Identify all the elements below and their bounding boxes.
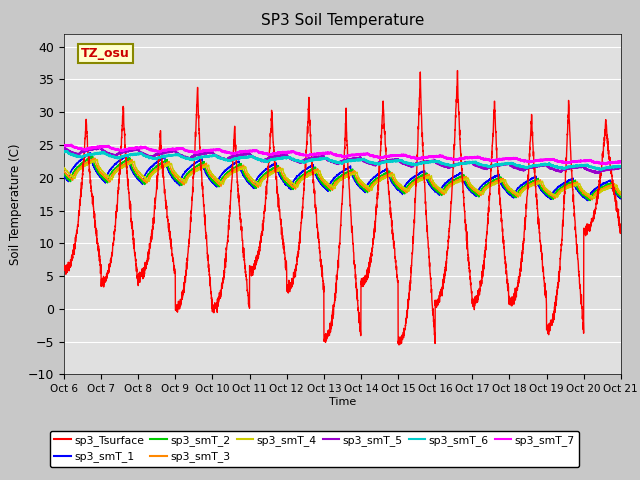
sp3_Tsurface xyxy=(572,238,580,243)
sp3_smT_7 xyxy=(602,162,610,168)
Line: sp3_smT_5: sp3_smT_5 xyxy=(64,146,621,173)
sp3_smT_2 xyxy=(600,183,608,189)
sp3_smT_2 xyxy=(294,177,302,182)
sp3_smT_5 xyxy=(465,159,472,165)
sp3_smT_2 xyxy=(299,172,307,178)
Title: SP3 Soil Temperature: SP3 Soil Temperature xyxy=(260,13,424,28)
sp3_smT_5 xyxy=(60,144,68,149)
Y-axis label: Soil Temperature (C): Soil Temperature (C) xyxy=(10,143,22,265)
sp3_smT_1 xyxy=(584,198,591,204)
sp3_smT_6 xyxy=(465,159,472,165)
sp3_smT_6 xyxy=(572,163,580,168)
sp3_smT_2 xyxy=(89,154,97,159)
sp3_smT_7 xyxy=(600,160,607,166)
sp3_Tsurface xyxy=(617,227,625,232)
sp3_smT_7 xyxy=(617,159,625,165)
sp3_smT_7 xyxy=(294,151,302,156)
sp3_smT_6 xyxy=(600,165,608,171)
sp3_smT_2 xyxy=(325,186,333,192)
sp3_smT_1 xyxy=(60,174,68,180)
sp3_smT_5 xyxy=(617,165,625,171)
sp3_smT_3 xyxy=(572,180,580,186)
sp3_smT_1 xyxy=(299,168,307,174)
sp3_Tsurface xyxy=(294,251,301,257)
sp3_Tsurface xyxy=(298,213,306,219)
sp3_Tsurface xyxy=(324,329,332,335)
sp3_smT_3 xyxy=(588,197,596,203)
sp3_smT_3 xyxy=(91,156,99,161)
sp3_smT_3 xyxy=(325,184,333,190)
sp3_smT_7 xyxy=(572,159,580,165)
sp3_smT_1 xyxy=(86,150,93,156)
sp3_smT_3 xyxy=(294,179,302,185)
Line: sp3_smT_7: sp3_smT_7 xyxy=(64,144,621,165)
sp3_smT_4 xyxy=(294,182,302,188)
sp3_smT_5 xyxy=(600,168,607,173)
sp3_smT_7 xyxy=(325,150,333,156)
sp3_smT_6 xyxy=(617,163,625,169)
sp3_smT_1 xyxy=(617,195,625,201)
sp3_smT_7 xyxy=(465,155,472,161)
sp3_smT_4 xyxy=(590,195,598,201)
sp3_smT_7 xyxy=(67,142,75,147)
Line: sp3_smT_6: sp3_smT_6 xyxy=(64,151,621,169)
sp3_Tsurface xyxy=(454,68,461,73)
sp3_smT_3 xyxy=(60,168,68,174)
sp3_smT_2 xyxy=(572,182,580,188)
sp3_smT_1 xyxy=(600,181,608,187)
sp3_smT_4 xyxy=(572,182,580,188)
sp3_smT_4 xyxy=(299,177,307,182)
sp3_smT_4 xyxy=(600,187,608,193)
Line: sp3_smT_1: sp3_smT_1 xyxy=(64,153,621,201)
sp3_smT_5 xyxy=(595,170,602,176)
sp3_smT_3 xyxy=(299,175,307,180)
sp3_Tsurface xyxy=(395,342,403,348)
sp3_smT_3 xyxy=(465,181,472,187)
sp3_smT_6 xyxy=(325,156,333,162)
sp3_smT_2 xyxy=(465,184,472,190)
sp3_smT_6 xyxy=(299,158,307,164)
sp3_smT_4 xyxy=(617,190,625,196)
sp3_smT_5 xyxy=(324,157,332,163)
sp3_smT_5 xyxy=(572,164,580,170)
X-axis label: Time: Time xyxy=(329,397,356,407)
sp3_smT_6 xyxy=(294,158,302,164)
sp3_smT_1 xyxy=(294,173,302,179)
sp3_Tsurface xyxy=(60,265,68,271)
sp3_smT_3 xyxy=(617,192,625,197)
sp3_smT_6 xyxy=(63,148,71,154)
sp3_smT_6 xyxy=(598,167,605,172)
sp3_smT_1 xyxy=(465,186,472,192)
Line: sp3_smT_3: sp3_smT_3 xyxy=(64,158,621,200)
sp3_smT_4 xyxy=(325,181,333,187)
sp3_smT_6 xyxy=(60,149,68,155)
sp3_smT_4 xyxy=(465,176,472,182)
sp3_smT_2 xyxy=(586,198,594,204)
sp3_smT_2 xyxy=(60,171,68,177)
sp3_smT_2 xyxy=(617,194,625,200)
sp3_smT_4 xyxy=(93,156,101,162)
sp3_Tsurface xyxy=(600,144,608,149)
sp3_Tsurface xyxy=(465,262,472,268)
sp3_smT_3 xyxy=(600,185,608,191)
Line: sp3_smT_2: sp3_smT_2 xyxy=(64,156,621,201)
sp3_smT_4 xyxy=(60,165,68,170)
sp3_smT_1 xyxy=(572,186,580,192)
Line: sp3_Tsurface: sp3_Tsurface xyxy=(64,71,621,345)
sp3_smT_7 xyxy=(299,152,307,158)
Text: TZ_osu: TZ_osu xyxy=(81,47,129,60)
sp3_smT_5 xyxy=(298,158,306,164)
Legend: sp3_Tsurface, sp3_smT_1, sp3_smT_2, sp3_smT_3, sp3_smT_4, sp3_smT_5, sp3_smT_6, : sp3_Tsurface, sp3_smT_1, sp3_smT_2, sp3_… xyxy=(50,431,579,467)
sp3_smT_5 xyxy=(294,159,301,165)
Line: sp3_smT_4: sp3_smT_4 xyxy=(64,159,621,198)
sp3_smT_1 xyxy=(325,186,333,192)
sp3_smT_7 xyxy=(60,142,68,148)
